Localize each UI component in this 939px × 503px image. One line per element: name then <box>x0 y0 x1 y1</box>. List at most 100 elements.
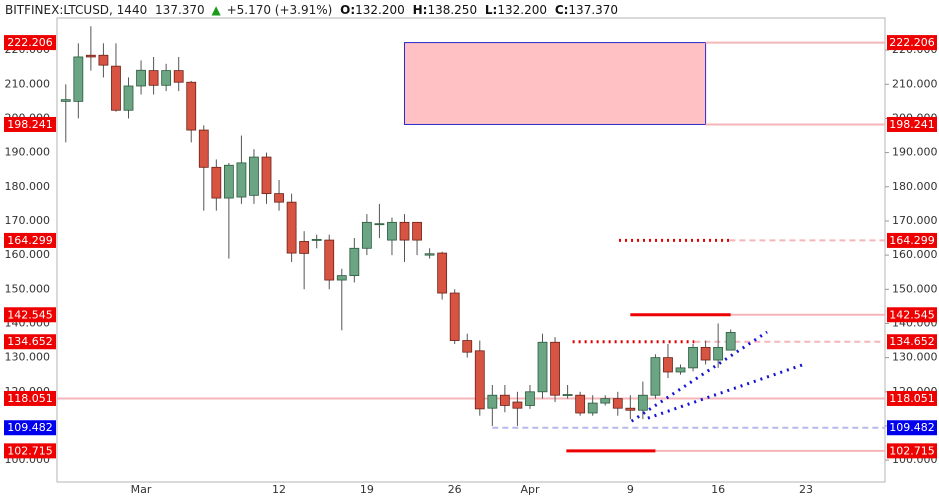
candle-body <box>311 239 322 241</box>
open-label: O: <box>340 3 355 17</box>
y-tick-label-right: 130.000 <box>892 351 938 364</box>
y-tick-label-right: 210.000 <box>892 77 938 90</box>
price-label: 102.715 <box>7 444 53 457</box>
price-label-box <box>887 334 937 350</box>
candle-body <box>650 357 661 396</box>
last-price: 137.370 <box>155 3 205 17</box>
candle-body <box>449 292 460 341</box>
candle-body <box>700 346 711 361</box>
candle-body <box>600 398 611 404</box>
chart-header: BITFINEX:LTCUSD, 1440 137.370 ▲ +5.170 (… <box>5 3 618 17</box>
price-label: 198.241 <box>889 118 935 131</box>
candle-body <box>412 221 422 241</box>
y-tick-label: 180.000 <box>5 180 51 193</box>
x-tick-label: 19 <box>360 483 374 496</box>
candle-body <box>60 99 71 102</box>
candle-body <box>512 401 523 409</box>
candle-body <box>98 54 109 66</box>
price-label: 134.652 <box>7 335 53 348</box>
candle-body <box>261 156 272 195</box>
candle-body <box>675 367 686 373</box>
candle-body <box>575 394 586 414</box>
candle-body <box>211 166 222 199</box>
candle-body <box>725 332 736 351</box>
candle-body <box>198 129 209 168</box>
candle-body <box>223 164 234 199</box>
price-label: 134.652 <box>889 335 935 348</box>
price-label: 109.482 <box>889 421 935 434</box>
candle-body <box>361 221 372 249</box>
price-label-box <box>887 307 937 323</box>
close-value: 137.370 <box>568 3 618 17</box>
y-tick-label: 210.000 <box>5 77 51 90</box>
y-tick-label: 170.000 <box>5 214 51 227</box>
y-tick-label: 130.000 <box>5 351 51 364</box>
price-label-box <box>4 334 56 350</box>
price-label: 109.482 <box>7 421 53 434</box>
candle-body <box>562 394 573 396</box>
y-tick-label-right: 190.000 <box>892 146 938 159</box>
candle-body <box>286 201 297 254</box>
candle-body <box>249 156 259 196</box>
price-label-box <box>4 232 56 248</box>
candle-body <box>161 70 172 86</box>
price-label-box <box>887 390 937 406</box>
low-label: L: <box>485 3 497 17</box>
y-tick-label-right: 170.000 <box>892 214 938 227</box>
candle-body <box>186 81 197 131</box>
x-tick-label: 26 <box>448 483 462 496</box>
x-tick-label: 12 <box>272 483 286 496</box>
candle-body <box>525 391 535 406</box>
price-label-box <box>4 307 56 323</box>
price-label: 118.051 <box>889 392 935 405</box>
candle-body <box>274 193 284 203</box>
price-label-box <box>887 116 937 132</box>
y-tick-label: 150.000 <box>5 282 51 295</box>
candle-body <box>537 341 548 393</box>
price-label-box <box>4 116 56 132</box>
low-value: 132.200 <box>497 3 547 17</box>
candle-body <box>173 70 184 83</box>
price-label: 142.545 <box>889 308 935 321</box>
open-value: 132.200 <box>355 3 405 17</box>
candle-body <box>349 247 360 277</box>
price-label-box <box>887 443 937 459</box>
candle-body <box>625 407 636 411</box>
price-label: 198.241 <box>7 118 53 131</box>
candle-body <box>324 239 335 281</box>
price-label: 102.715 <box>889 444 935 457</box>
candle-body <box>148 70 159 86</box>
price-label: 164.299 <box>7 234 53 247</box>
price-label-box <box>4 35 56 51</box>
price-label: 222.206 <box>7 36 53 49</box>
price-label-box <box>4 390 56 406</box>
candle-body <box>424 253 435 256</box>
candle-body <box>299 241 310 254</box>
candle-body <box>236 162 247 198</box>
candle-body <box>136 69 146 87</box>
candle-body <box>437 252 448 294</box>
candle-body <box>587 402 598 414</box>
x-tick-label: 16 <box>711 483 725 496</box>
y-tick-label: 190.000 <box>5 146 51 159</box>
candle-body <box>713 346 724 361</box>
candle-body <box>85 54 96 58</box>
change-arrow: ▲ <box>212 3 222 17</box>
candle-body <box>487 394 498 409</box>
close-label: C: <box>555 3 569 17</box>
candle-body <box>462 340 473 353</box>
price-label-box <box>4 420 56 436</box>
price-label: 222.206 <box>889 36 935 49</box>
candle-body <box>663 357 673 373</box>
candle-body <box>612 398 623 409</box>
candle-body <box>688 346 698 369</box>
candle-body <box>399 221 410 241</box>
candle-body <box>374 223 385 226</box>
x-tick-label: 9 <box>627 483 634 496</box>
zone <box>404 42 707 125</box>
candle-body <box>387 221 397 241</box>
price-label: 142.545 <box>7 308 53 321</box>
candle-body <box>123 85 134 111</box>
candle-body <box>111 65 121 111</box>
